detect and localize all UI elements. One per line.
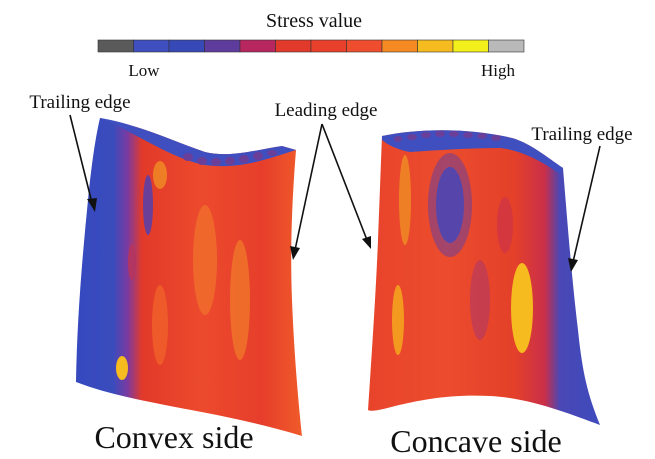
- legend-color-segment: [310, 39, 347, 53]
- legend-title: Stress value: [266, 10, 362, 32]
- concave-trailing-edge-label: Trailing edge: [531, 124, 632, 145]
- legend-color-segment: [204, 39, 241, 53]
- concave-trailing-edge-arrow: [568, 145, 601, 272]
- legend-color-segment: [417, 39, 454, 53]
- concave-mid-spot: [428, 153, 472, 257]
- concave-blade-tip: [382, 130, 563, 174]
- legend-color-segment: [488, 39, 525, 53]
- convex-cooling-holes: [183, 150, 277, 166]
- legend-color-segment: [133, 39, 170, 53]
- concave-mid-spot: [497, 197, 513, 253]
- convex-stress-band: [153, 161, 167, 189]
- legend-high-label: High: [481, 61, 516, 80]
- concave-stress-band: [399, 155, 411, 245]
- legend-color-bar: [97, 39, 525, 53]
- convex-blade-tip: [100, 118, 296, 167]
- convex-low-stress-spot: [143, 175, 153, 235]
- convex-stress-band: [193, 205, 217, 315]
- concave-mid-spot: [470, 260, 490, 340]
- legend-color-segment: [452, 39, 489, 53]
- convex-blade: [76, 118, 302, 436]
- convex-stress-band: [230, 240, 250, 360]
- legend-color-segment: [97, 39, 134, 53]
- legend-color-segment: [381, 39, 418, 53]
- concave-side-caption: Concave side: [390, 423, 562, 459]
- convex-high-stress-spot: [116, 356, 128, 380]
- convex-side-caption: Convex side: [94, 419, 253, 455]
- concave-cooling-holes: [394, 131, 501, 142]
- concave-high-stress-spot: [392, 285, 404, 355]
- concave-blade: [368, 130, 600, 425]
- concave-high-stress-spot: [511, 263, 533, 353]
- legend-low-label: Low: [128, 61, 160, 80]
- leading-edge-arrow-convex: [290, 123, 323, 260]
- convex-stress-band: [152, 285, 168, 365]
- convex-trailing-edge-label: Trailing edge: [29, 92, 130, 113]
- legend-color-segment: [346, 39, 383, 53]
- leading-edge-label: Leading edge: [275, 100, 378, 121]
- legend-color-segment: [239, 39, 276, 53]
- convex-trailing-edge-arrow: [69, 114, 97, 212]
- leading-edge-arrow-concave: [321, 123, 371, 249]
- legend-color-segment: [275, 39, 312, 53]
- legend-color-segment: [168, 39, 205, 53]
- annotation-arrows: [69, 114, 601, 272]
- stress-legend: Stress value Low High: [97, 10, 525, 80]
- convex-blade-surface: [76, 118, 302, 436]
- convex-mid-spot: [128, 244, 136, 280]
